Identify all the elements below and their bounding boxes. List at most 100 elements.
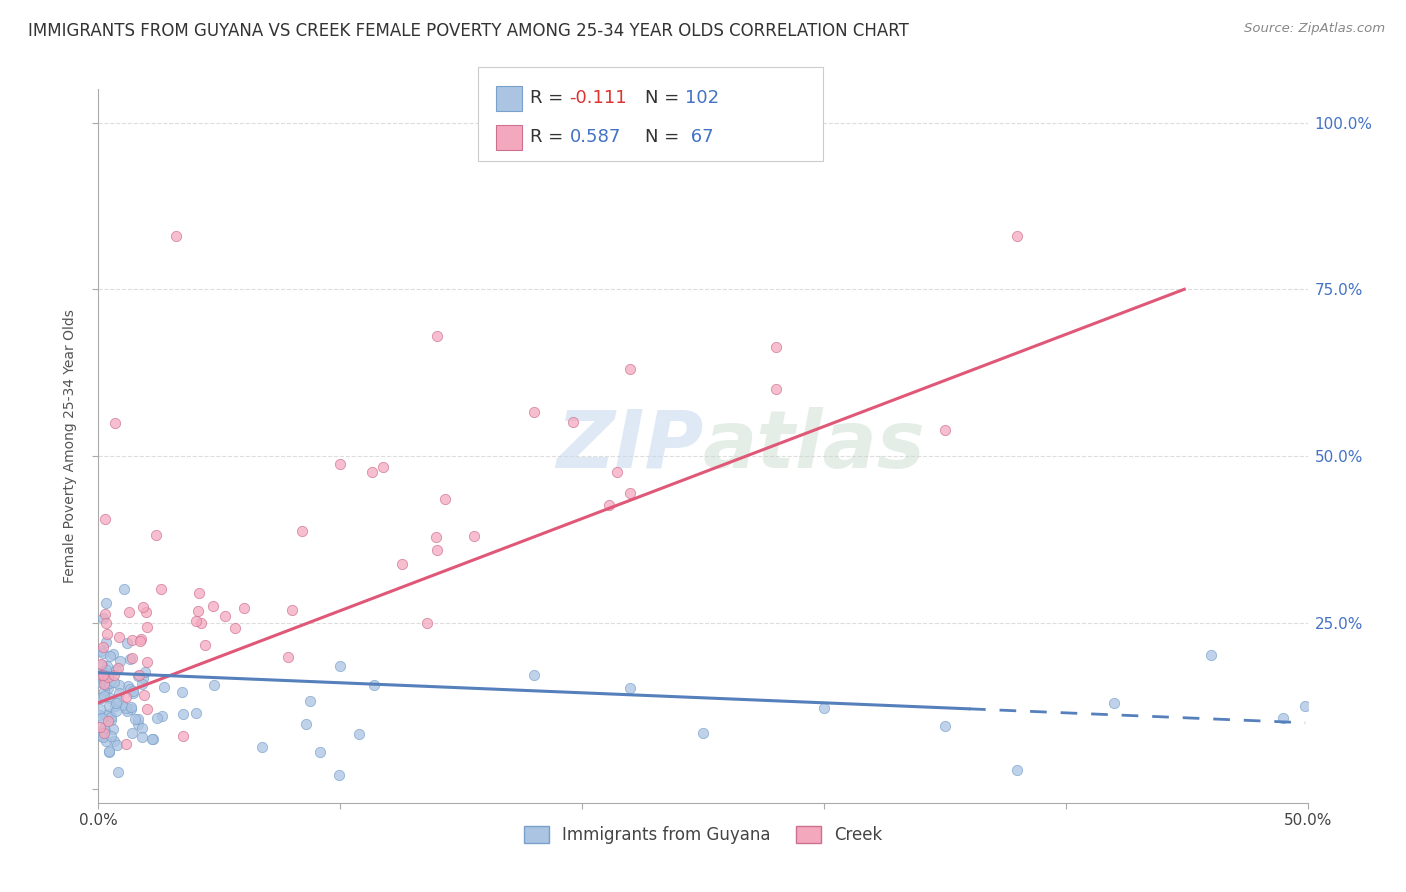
Point bbox=[142, 731, 165, 746]
Point bbox=[108, 686, 131, 700]
Point bbox=[363, 678, 385, 692]
Text: atlas: atlas bbox=[703, 407, 925, 485]
Point bbox=[361, 465, 384, 479]
Point bbox=[619, 681, 641, 696]
Point bbox=[165, 228, 187, 243]
Point bbox=[97, 714, 120, 728]
Point bbox=[90, 691, 112, 706]
Text: IMMIGRANTS FROM GUYANA VS CREEK FEMALE POVERTY AMONG 25-34 YEAR OLDS CORRELATION: IMMIGRANTS FROM GUYANA VS CREEK FEMALE P… bbox=[28, 22, 910, 40]
Point bbox=[93, 684, 115, 698]
Point bbox=[89, 657, 111, 671]
Point bbox=[87, 675, 110, 690]
Point bbox=[250, 739, 273, 754]
Point bbox=[598, 499, 620, 513]
Point bbox=[172, 729, 194, 743]
Point bbox=[90, 665, 112, 679]
Point bbox=[96, 678, 118, 692]
Point bbox=[136, 620, 159, 634]
Point bbox=[127, 716, 149, 731]
Point bbox=[91, 730, 114, 744]
Point bbox=[190, 615, 212, 630]
Point bbox=[94, 512, 117, 526]
Point bbox=[131, 676, 153, 690]
Point bbox=[128, 668, 150, 682]
Point bbox=[104, 699, 127, 714]
Point bbox=[97, 676, 120, 690]
Point bbox=[107, 661, 129, 675]
Text: -0.111: -0.111 bbox=[569, 89, 627, 107]
Point bbox=[97, 670, 120, 684]
Point bbox=[145, 527, 167, 541]
Point bbox=[98, 744, 121, 758]
Point bbox=[105, 738, 128, 752]
Point bbox=[121, 700, 143, 714]
Text: 0.587: 0.587 bbox=[569, 128, 621, 146]
Point bbox=[90, 643, 112, 657]
Legend: Immigrants from Guyana, Creek: Immigrants from Guyana, Creek bbox=[524, 826, 882, 845]
Point bbox=[291, 524, 314, 539]
Point bbox=[103, 668, 125, 682]
Point bbox=[134, 665, 156, 679]
Point bbox=[214, 608, 236, 623]
Point bbox=[105, 704, 128, 718]
Point bbox=[813, 700, 835, 714]
Point bbox=[150, 708, 173, 723]
Point bbox=[93, 677, 115, 691]
Point bbox=[96, 627, 118, 641]
Point bbox=[120, 681, 142, 696]
Point bbox=[114, 582, 136, 597]
Text: R =: R = bbox=[530, 128, 569, 146]
Text: ZIP: ZIP bbox=[555, 407, 703, 485]
Point bbox=[107, 678, 129, 692]
Point bbox=[295, 717, 318, 731]
Point bbox=[562, 415, 585, 429]
Text: 67: 67 bbox=[685, 128, 713, 146]
Point bbox=[97, 666, 120, 681]
Point bbox=[425, 530, 447, 544]
Point bbox=[115, 704, 138, 718]
Point bbox=[105, 696, 128, 710]
Point bbox=[100, 729, 122, 743]
Point bbox=[90, 729, 112, 743]
Point bbox=[328, 768, 350, 782]
Point bbox=[115, 737, 138, 751]
Point bbox=[94, 663, 117, 677]
Point bbox=[100, 709, 122, 723]
Point bbox=[96, 659, 118, 673]
Point bbox=[281, 603, 304, 617]
Point bbox=[132, 599, 155, 614]
Point bbox=[131, 671, 153, 685]
Point bbox=[93, 667, 115, 681]
Point bbox=[433, 491, 456, 506]
Point bbox=[94, 607, 117, 621]
Point bbox=[98, 648, 121, 663]
Point bbox=[117, 679, 139, 693]
Point bbox=[127, 668, 149, 682]
Point bbox=[606, 465, 628, 479]
Point bbox=[97, 698, 120, 713]
Point bbox=[184, 706, 207, 721]
Point bbox=[91, 646, 114, 660]
Point bbox=[149, 582, 172, 596]
Point bbox=[122, 684, 145, 698]
Point bbox=[1102, 696, 1125, 710]
Text: N =: N = bbox=[645, 89, 685, 107]
Point bbox=[107, 692, 129, 706]
Point bbox=[1294, 698, 1316, 713]
Point bbox=[104, 416, 127, 430]
Point bbox=[416, 616, 439, 631]
Point bbox=[93, 726, 115, 740]
Text: R =: R = bbox=[530, 89, 569, 107]
Text: 102: 102 bbox=[685, 89, 718, 107]
Point bbox=[120, 652, 142, 666]
Point bbox=[692, 726, 714, 740]
Point bbox=[298, 694, 321, 708]
Point bbox=[1199, 648, 1222, 662]
Point bbox=[121, 686, 143, 700]
Point bbox=[523, 404, 546, 418]
Point bbox=[91, 611, 114, 625]
Point bbox=[107, 630, 129, 644]
Point bbox=[89, 720, 111, 734]
Text: Source: ZipAtlas.com: Source: ZipAtlas.com bbox=[1244, 22, 1385, 36]
Point bbox=[136, 655, 159, 669]
